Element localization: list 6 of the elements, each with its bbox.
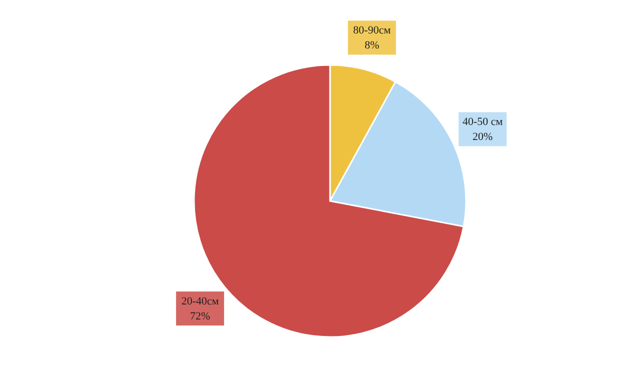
- slice-label: 80-90см: [353, 24, 391, 37]
- data-label: 20%: [472, 131, 493, 144]
- data-label: 8%: [364, 40, 380, 52]
- slice-label: 40-50 см: [462, 116, 503, 128]
- data-label: 72%: [190, 310, 210, 322]
- slice-label: 20-40см: [181, 295, 219, 308]
